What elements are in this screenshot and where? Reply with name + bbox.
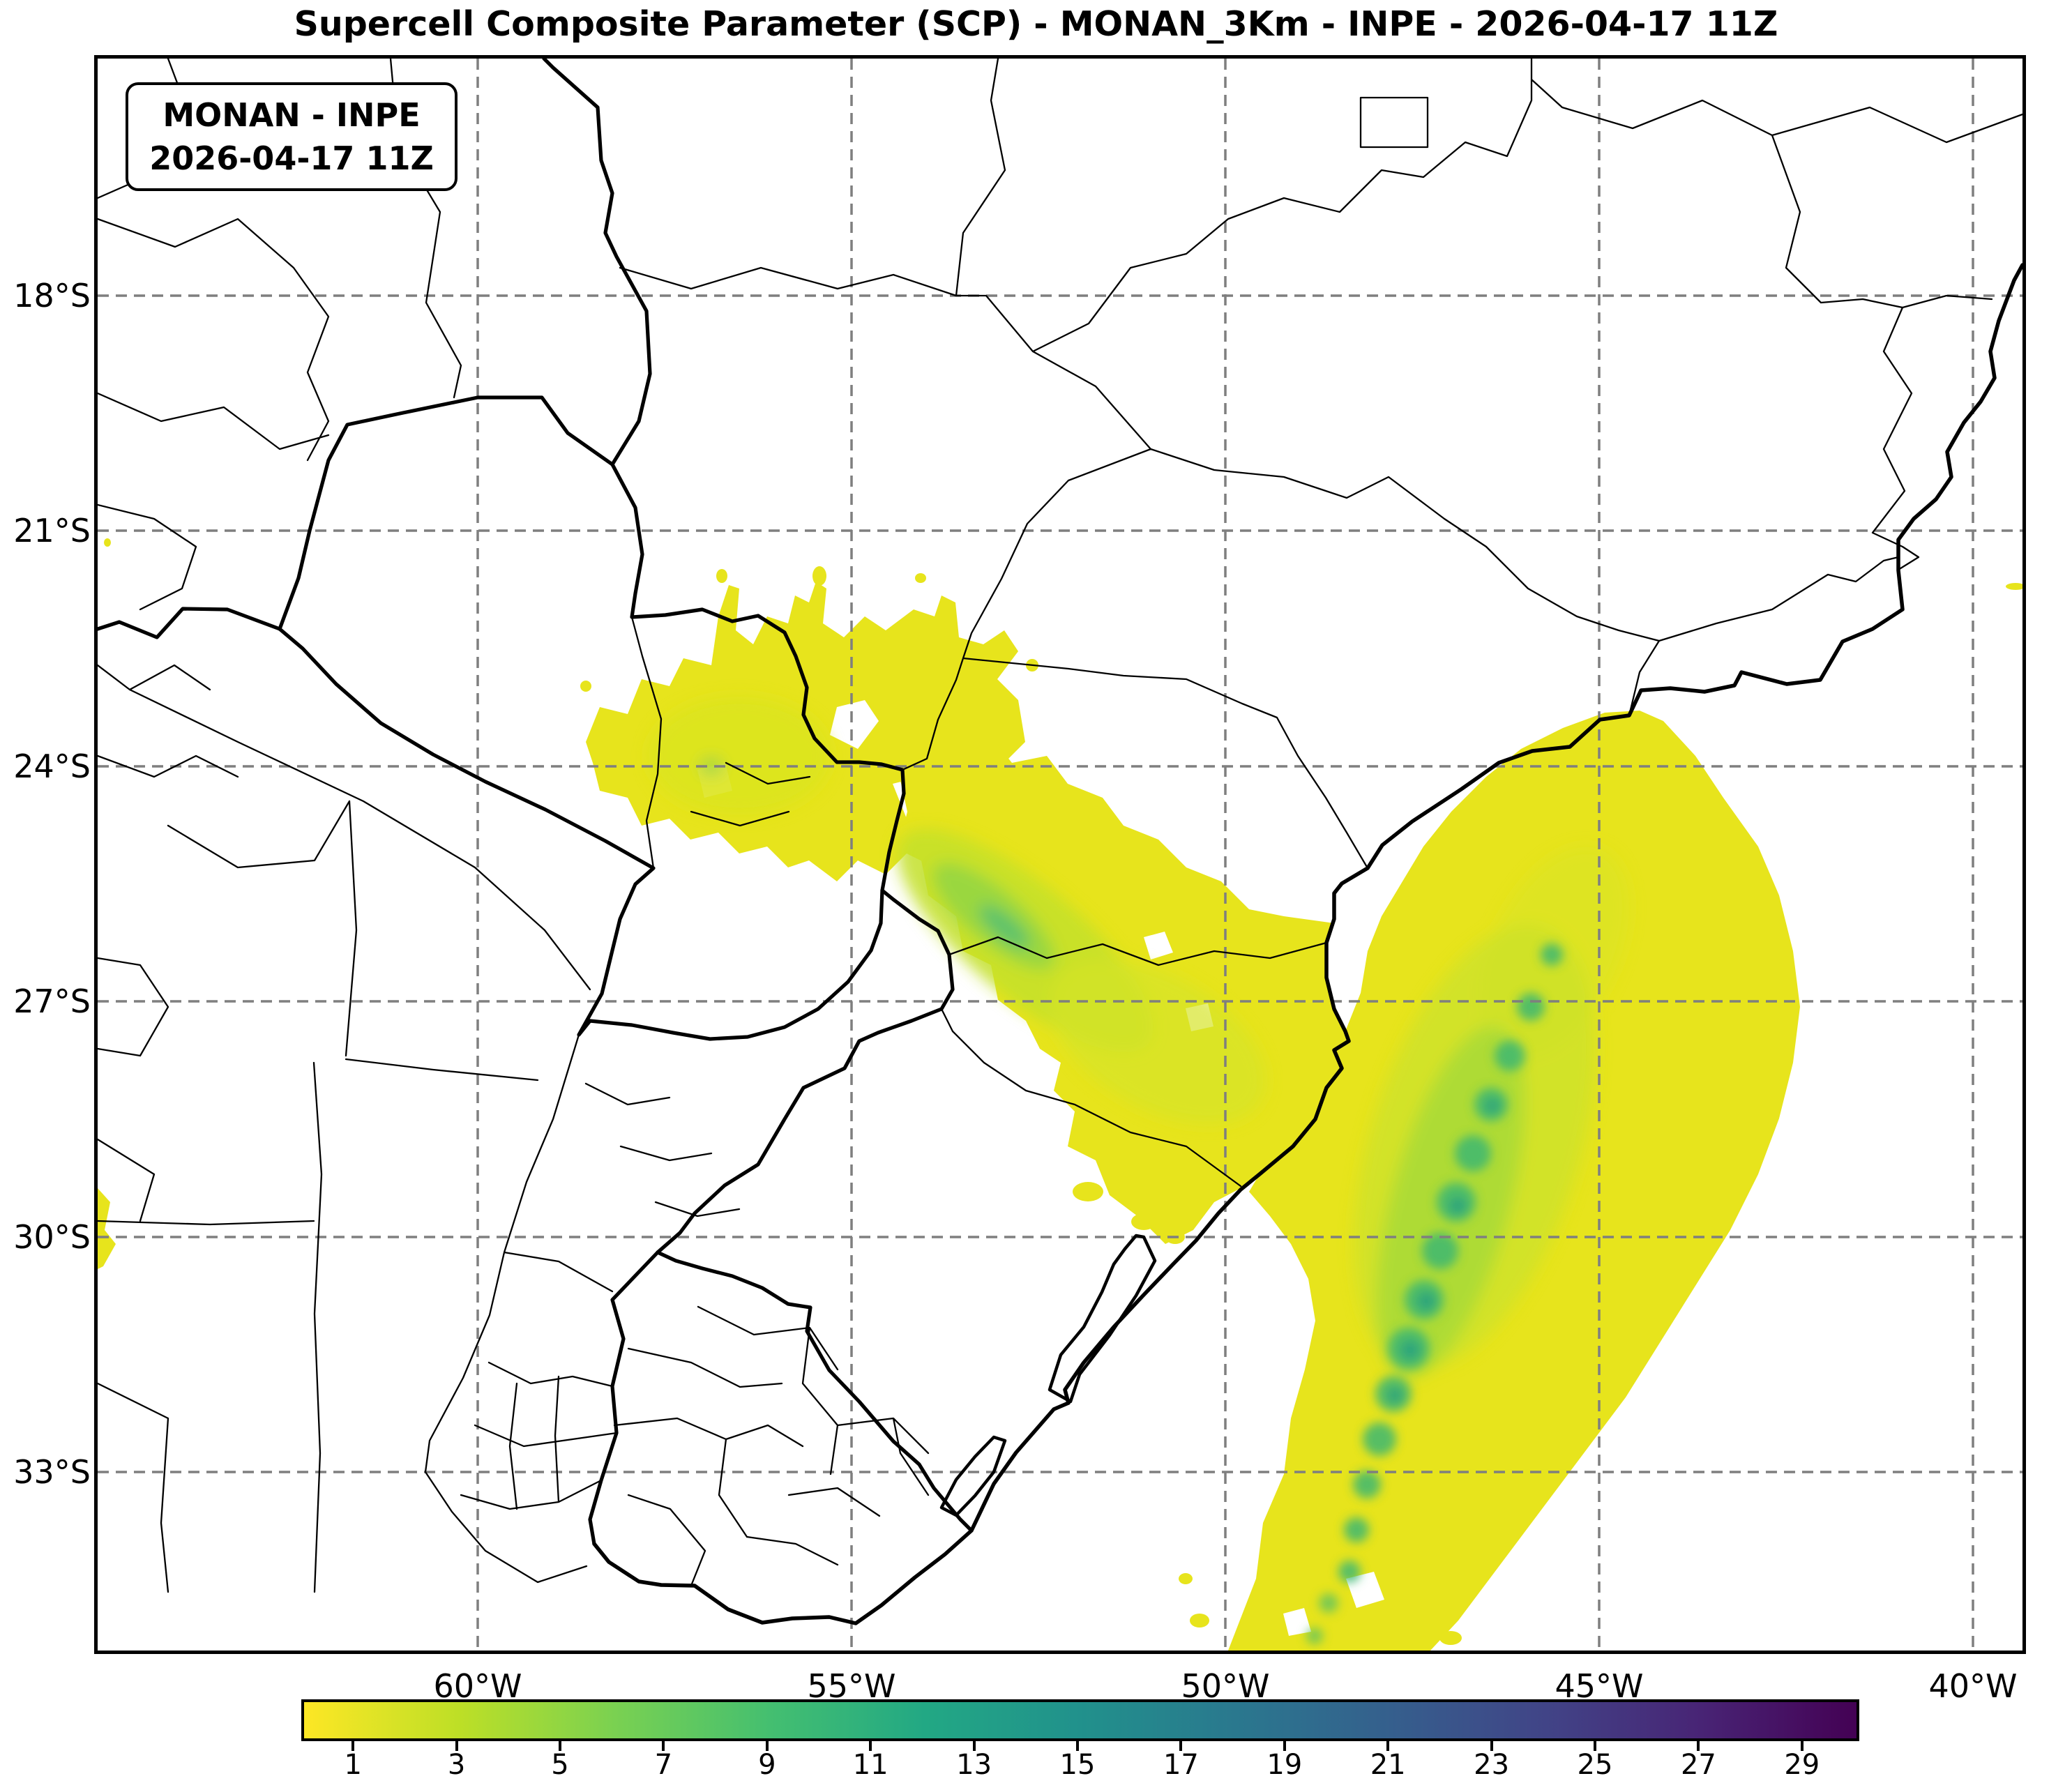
colorbar-tick-label: 1 bbox=[344, 1749, 362, 1781]
colorbar-tick-mark bbox=[455, 1738, 458, 1751]
border-bolivia-argentina bbox=[98, 607, 282, 639]
colorbar-tick-mark bbox=[1697, 1738, 1700, 1751]
border-paraguay-bolivia bbox=[278, 395, 614, 631]
coastline-path bbox=[592, 263, 2022, 1625]
figure-title: Supercell Composite Parameter (SCP) - MO… bbox=[294, 4, 1778, 44]
map-plot-area bbox=[94, 55, 2026, 1654]
bolivia-department-borders bbox=[98, 59, 462, 611]
lagoon-mirim bbox=[939, 1435, 1007, 1517]
colorbar-tick-label: 11 bbox=[852, 1749, 888, 1781]
lon-tick-label: 45°W bbox=[1555, 1667, 1644, 1705]
border-argentina-paraguay bbox=[278, 627, 884, 1041]
lon-tick-label: 60°W bbox=[433, 1667, 522, 1705]
lat-tick-label: 21°S bbox=[13, 512, 91, 549]
lon-tick-label: 40°W bbox=[1928, 1667, 2018, 1705]
lat-tick-label: 27°S bbox=[13, 982, 91, 1020]
lat-tick-label: 24°S bbox=[13, 748, 91, 785]
colorbar-tick-mark bbox=[972, 1738, 976, 1751]
colorbar-tick-mark bbox=[1283, 1738, 1286, 1751]
border-bolivia-brazil bbox=[542, 59, 652, 466]
colorbar-tick-mark bbox=[1386, 1738, 1390, 1751]
argentina-province-borders bbox=[98, 664, 741, 1593]
colorbar-tick-mark bbox=[1179, 1738, 1183, 1751]
border-uruguay-river bbox=[588, 1250, 660, 1546]
uruguay-department-borders bbox=[613, 1305, 930, 1587]
lat-tick-label: 33°S bbox=[13, 1453, 91, 1491]
colorbar bbox=[301, 1699, 1859, 1741]
model-info-box: MONAN - INPE 2026-04-17 11Z bbox=[126, 82, 457, 191]
paraguay-internal-borders bbox=[630, 616, 811, 870]
lon-tick-label: 55°W bbox=[807, 1667, 896, 1705]
colorbar-tick-mark bbox=[1594, 1738, 1596, 1751]
colorbar-tick-mark bbox=[662, 1738, 665, 1751]
colorbar-tick-label: 27 bbox=[1680, 1749, 1716, 1781]
colorbar-tick-label: 25 bbox=[1577, 1749, 1613, 1781]
lat-tick-label: 30°S bbox=[13, 1218, 91, 1256]
state-borders bbox=[98, 59, 2022, 1593]
scp-specks bbox=[104, 538, 2022, 1645]
coastline bbox=[592, 263, 2022, 1625]
model-name: MONAN - INPE bbox=[162, 96, 421, 134]
colorbar-tick-label: 13 bbox=[956, 1749, 992, 1781]
run-datetime: 2026-04-17 11Z bbox=[149, 139, 434, 177]
border-argentina-brazil bbox=[656, 888, 955, 1254]
colorbar-tick-label: 9 bbox=[758, 1749, 776, 1781]
lagoon-patos bbox=[1048, 1234, 1157, 1404]
country-borders bbox=[98, 59, 974, 1546]
map-canvas bbox=[98, 59, 2022, 1651]
colorbar-tick-mark bbox=[559, 1738, 561, 1751]
colorbar-tick-label: 17 bbox=[1163, 1749, 1199, 1781]
colorbar-tick-mark bbox=[869, 1738, 872, 1751]
colorbar-tick-label: 15 bbox=[1059, 1749, 1096, 1781]
colorbar-tick-label: 21 bbox=[1370, 1749, 1406, 1781]
colorbar-tick-mark bbox=[1800, 1738, 1803, 1751]
colorbar-tick-label: 29 bbox=[1784, 1749, 1820, 1781]
colorbar-tick-label: 7 bbox=[654, 1749, 673, 1781]
scp-teal-streaks bbox=[1306, 943, 1563, 1644]
colorbar-tick-mark bbox=[1076, 1738, 1079, 1751]
colorbar-tick-label: 23 bbox=[1474, 1749, 1510, 1781]
colorbar-tick-label: 19 bbox=[1266, 1749, 1303, 1781]
scp-field-layer bbox=[98, 538, 2022, 1651]
border-paraguay-brazil bbox=[610, 462, 906, 893]
gridlines bbox=[98, 59, 2022, 1651]
colorbar-tick-label: 5 bbox=[551, 1749, 569, 1781]
scp-blob-left-edge bbox=[98, 1188, 116, 1269]
lat-tick-label: 18°S bbox=[13, 277, 91, 314]
lon-tick-label: 50°W bbox=[1181, 1667, 1270, 1705]
colorbar-gradient bbox=[304, 1702, 1857, 1738]
colorbar-tick-mark bbox=[351, 1738, 355, 1751]
brazil-state-borders bbox=[619, 59, 2022, 1188]
colorbar-tick-mark bbox=[765, 1738, 769, 1751]
colorbar-tick-mark bbox=[1490, 1738, 1493, 1751]
border-uruguay-brazil bbox=[656, 1250, 974, 1533]
colorbar-tick-label: 3 bbox=[447, 1749, 466, 1781]
